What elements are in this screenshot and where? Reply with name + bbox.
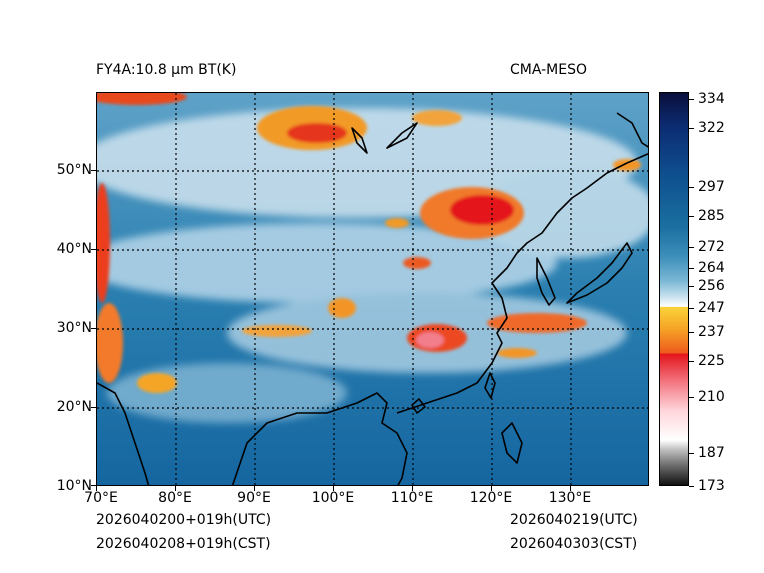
colorbar-tick <box>689 486 694 487</box>
colorbar-label: 334 <box>698 91 725 107</box>
cloud-band-mid <box>97 223 557 303</box>
lon-tick <box>96 486 97 491</box>
coastline-sakhalin <box>616 112 648 148</box>
valid-time-cst: 2026040303(CST) <box>510 536 638 552</box>
convection-cent2 <box>403 257 431 269</box>
cloud-band-south <box>107 363 347 423</box>
lat-tick <box>91 485 96 486</box>
convection-kor <box>412 110 462 126</box>
lon-label-80: 80°E <box>158 490 192 506</box>
colorbar-tick <box>689 332 694 333</box>
coastline-taiwan <box>484 372 496 399</box>
lon-label-110: 110°E <box>390 490 434 506</box>
colorbar-tick <box>689 247 694 248</box>
valid-time-utc: 2026040219(UTC) <box>510 512 638 528</box>
coastline-japan <box>566 242 633 304</box>
init-time-cst: 2026040208+019h(CST) <box>96 536 271 552</box>
lon-label-100: 100°E <box>311 490 355 506</box>
convection-north-core <box>287 123 347 143</box>
lat-label-20: 20°N <box>56 399 92 415</box>
lon-tick <box>570 486 571 491</box>
lon-label-90: 90°E <box>237 490 271 506</box>
colorbar-label: 173 <box>698 478 725 494</box>
lon-tick <box>175 486 176 491</box>
colorbar-label: 322 <box>698 120 725 136</box>
convection-east-coast <box>487 313 587 333</box>
lon-tick <box>254 486 255 491</box>
lat-tick <box>91 170 96 171</box>
colorbar-label: 272 <box>698 239 725 255</box>
lat-label-30: 30°N <box>56 320 92 336</box>
lon-label-130: 130°E <box>548 490 592 506</box>
colorbar-tick <box>689 397 694 398</box>
colorbar-label: 187 <box>698 445 725 461</box>
convection-west-edge <box>97 183 110 303</box>
coastline-okhotsk <box>386 122 418 149</box>
colorbar-label: 237 <box>698 324 725 340</box>
coastline-china <box>396 152 648 414</box>
colorbar <box>659 92 689 486</box>
colorbar-label: 297 <box>698 179 725 195</box>
lat-tick <box>91 249 96 250</box>
colorbar-label: 247 <box>698 300 725 316</box>
convection-nw <box>97 93 187 105</box>
colorbar-label: 225 <box>698 353 725 369</box>
lon-tick <box>412 486 413 491</box>
colorbar-tick <box>689 99 694 100</box>
coastline-korea <box>536 257 556 306</box>
convection-tibet <box>242 325 312 337</box>
colorbar-label: 264 <box>698 260 725 276</box>
convection-south-core <box>416 332 444 348</box>
colorbar-tick <box>689 187 694 188</box>
convection-bay <box>137 373 177 393</box>
convection-small-2 <box>497 348 537 358</box>
convection-west-lower <box>97 303 123 383</box>
convection-ne-corner <box>613 159 641 171</box>
lat-label-50: 50°N <box>56 162 92 178</box>
lat-label-40: 40°N <box>56 241 92 257</box>
colorbar-tick <box>689 308 694 309</box>
cloud-band-ne <box>477 168 648 258</box>
colorbar-tick <box>689 361 694 362</box>
colorbar-label: 285 <box>698 208 725 224</box>
colorbar-tick <box>689 286 694 287</box>
satellite-map[interactable] <box>96 92 649 486</box>
lat-label-10: 10°N <box>56 478 92 494</box>
colorbar-label: 210 <box>698 389 725 405</box>
lon-tick <box>491 486 492 491</box>
colorbar-label: 256 <box>698 278 725 294</box>
colorbar-tick <box>689 128 694 129</box>
model-name: CMA-MESO <box>510 62 588 78</box>
coastline-baikal <box>351 127 368 154</box>
coastline-indochina <box>231 392 408 485</box>
colorbar-tick <box>689 216 694 217</box>
convection-east-core <box>450 195 514 225</box>
lat-tick <box>91 407 96 408</box>
chart-title: FY4A:10.8 μm BT(K) <box>96 62 237 78</box>
colorbar-tick <box>689 453 694 454</box>
coastline-philippines <box>501 422 523 464</box>
coastline-hainan <box>411 398 426 414</box>
lon-label-70: 70°E <box>84 490 118 506</box>
colorbar-tick <box>689 268 694 269</box>
convection-small-1 <box>385 218 409 228</box>
init-time-utc: 2026040200+019h(UTC) <box>96 512 272 528</box>
lon-tick <box>333 486 334 491</box>
lat-tick <box>91 328 96 329</box>
lon-label-120: 120°E <box>469 490 513 506</box>
convection-central <box>328 298 356 318</box>
map-canvas <box>97 93 648 485</box>
coastline-india <box>97 382 150 485</box>
